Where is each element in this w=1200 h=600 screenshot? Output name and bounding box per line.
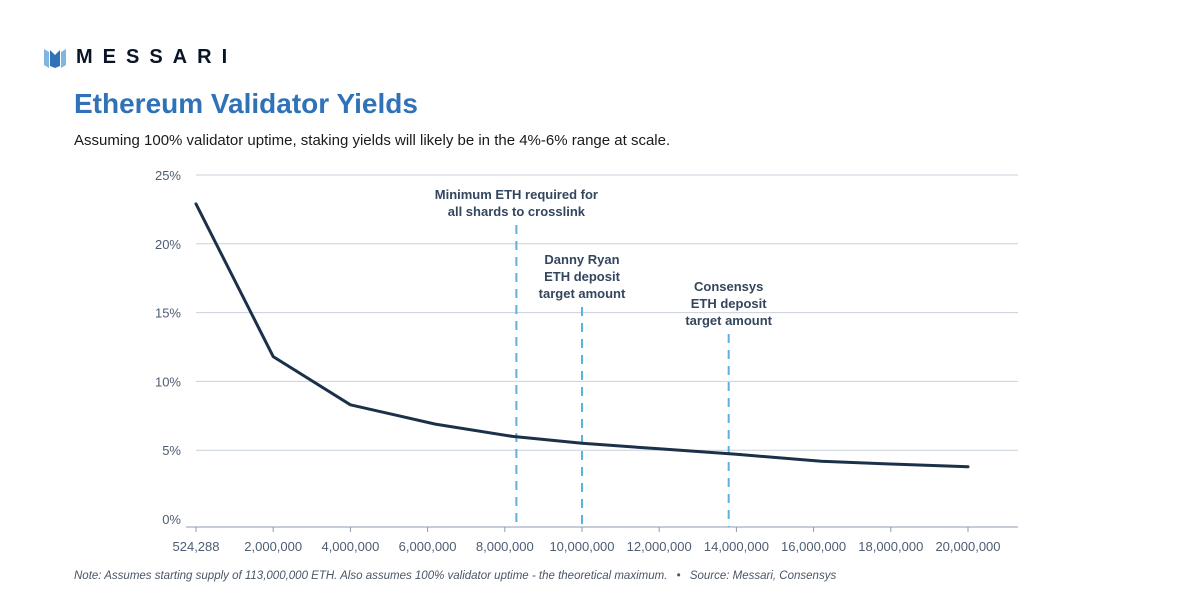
x-tick-label: 20,000,000: [935, 539, 1000, 554]
x-tick-label: 14,000,000: [704, 539, 769, 554]
x-tick-label: 524,288: [173, 539, 220, 554]
annotation-label: ETH deposit: [544, 269, 621, 284]
footer-source: Source: Messari, Consensys: [689, 570, 837, 582]
brand-name: MESSARI: [76, 45, 238, 68]
x-tick-label: 18,000,000: [858, 539, 923, 554]
annotation-label: target amount: [685, 313, 772, 328]
x-tick-label: 2,000,000: [244, 539, 302, 554]
chart-title: Ethereum Validator Yields: [74, 88, 418, 119]
footer-separator: •: [676, 570, 681, 582]
footer-note: Note: Assumes starting supply of 113,000…: [74, 570, 836, 582]
x-tick-label: 16,000,000: [781, 539, 846, 554]
y-tick-label: 20%: [155, 237, 181, 252]
annotation-label: ETH deposit: [691, 296, 768, 311]
footer-note-text: Note: Assumes starting supply of 113,000…: [74, 570, 668, 582]
x-tick-label: 12,000,000: [627, 539, 692, 554]
y-tick-label: 15%: [155, 306, 181, 321]
annotation-label: Danny Ryan: [544, 252, 619, 267]
series-layer: [194, 202, 970, 469]
y-tick-label: 5%: [162, 443, 181, 458]
x-tick-label: 4,000,000: [321, 539, 379, 554]
y-axis-ticks: 0% 5% 10% 15% 20% 25%: [155, 168, 181, 527]
messari-logo: MESSARI: [44, 44, 237, 70]
x-axis: 524,288 2,000,000 4,000,000 6,000,000 8,000,…: [173, 526, 1018, 554]
annotation-label: target amount: [539, 286, 626, 301]
chart-subtitle: Assuming 100% validator uptime, staking …: [74, 132, 671, 149]
annotations: Minimum ETH required for all shards to cr…: [435, 187, 773, 527]
annotation-label: all shards to crosslink: [448, 204, 586, 219]
x-tick-label: 8,000,000: [476, 539, 534, 554]
y-tick-label: 25%: [155, 168, 181, 183]
y-tick-label: 10%: [155, 374, 181, 389]
y-tick-label: 0%: [162, 512, 181, 527]
x-tick-label: 10,000,000: [549, 539, 614, 554]
annotation-label: Minimum ETH required for: [435, 187, 598, 202]
messari-logo-icon: [44, 49, 66, 68]
x-tick-label: 6,000,000: [399, 539, 457, 554]
grid-lines: [196, 174, 1018, 451]
annotation-label: Consensys: [694, 279, 763, 294]
